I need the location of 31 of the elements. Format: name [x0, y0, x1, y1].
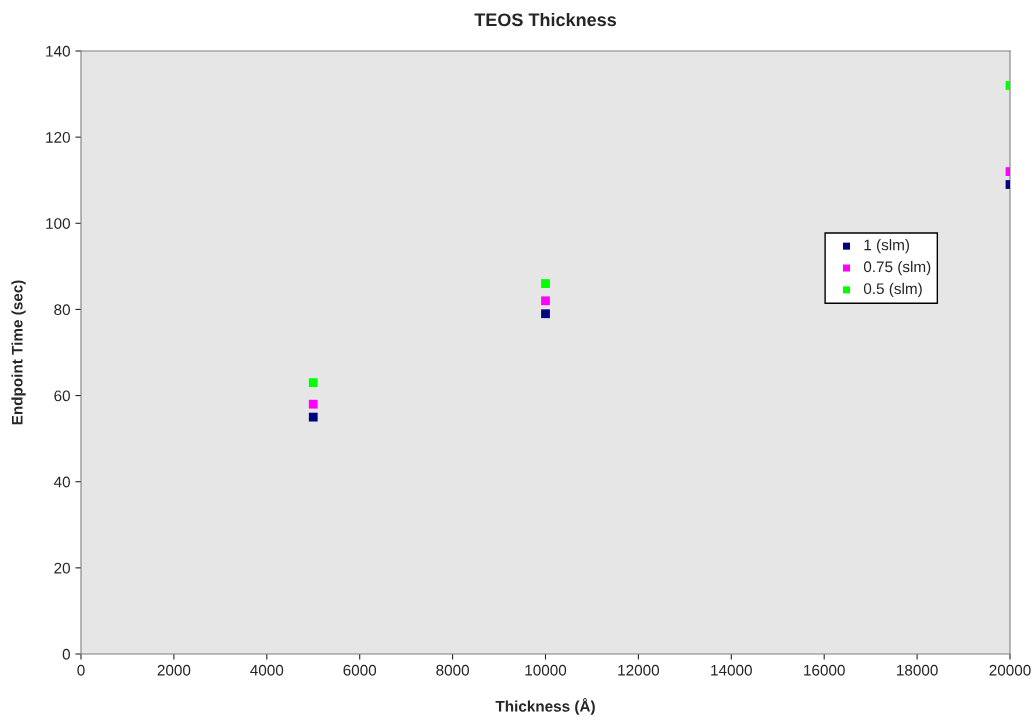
- x-tick-label: 6000: [343, 664, 377, 676]
- x-tick-label: 18000: [897, 664, 938, 676]
- y-tick-label: 60: [54, 390, 70, 402]
- y-tick-label: 140: [46, 45, 70, 57]
- x-tick-label: 2000: [157, 664, 191, 676]
- y-axis-title: Endpoint Time (sec): [11, 280, 26, 425]
- x-tick-label: 12000: [618, 664, 660, 676]
- y-tick-label: 80: [54, 304, 70, 316]
- x-axis-title: Thickness (Å): [495, 698, 595, 715]
- y-tick-label: 0: [62, 648, 70, 660]
- point: [541, 279, 550, 288]
- x-tick-label: 20000: [989, 664, 1031, 676]
- x-tick-label: 8000: [436, 664, 469, 676]
- y-tick-label: 20: [54, 562, 70, 574]
- point: [541, 296, 550, 306]
- x-tick-label: 14000: [711, 664, 752, 676]
- point: [308, 412, 318, 422]
- point: [541, 309, 550, 319]
- legend-label: 0.75 (slm): [863, 260, 931, 276]
- x-tick-label: 0: [77, 664, 85, 676]
- x-tick-label: 10000: [525, 664, 567, 676]
- y-tick-label: 40: [53, 476, 70, 488]
- y-tick-label: 100: [46, 218, 70, 229]
- point: [308, 378, 318, 388]
- point: [308, 399, 318, 409]
- x-tick-label: 16000: [804, 664, 845, 676]
- legend-label: 1 (slm): [864, 239, 910, 254]
- y-tick-label: 120: [46, 132, 70, 143]
- chart-title: TEOS Thickness: [474, 12, 617, 27]
- x-tick-label: 4000: [250, 664, 284, 676]
- legend-label: 0.5 (slm): [863, 282, 922, 298]
